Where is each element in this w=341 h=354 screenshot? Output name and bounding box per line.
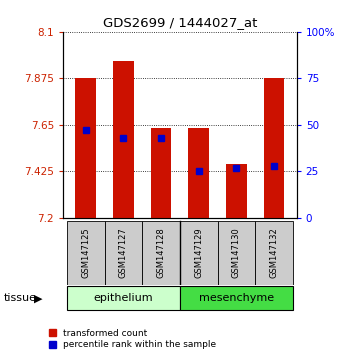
Bar bbox=[180, 221, 218, 285]
Legend: transformed count, percentile rank within the sample: transformed count, percentile rank withi… bbox=[49, 329, 217, 349]
Text: epithelium: epithelium bbox=[93, 293, 153, 303]
Text: GSM147132: GSM147132 bbox=[270, 228, 279, 278]
Bar bbox=[151, 128, 172, 218]
Text: GSM147125: GSM147125 bbox=[81, 228, 90, 278]
Bar bbox=[180, 286, 293, 310]
Bar bbox=[75, 78, 96, 218]
Bar bbox=[226, 164, 247, 218]
Bar bbox=[113, 61, 134, 218]
Text: GSM147128: GSM147128 bbox=[157, 228, 165, 278]
Bar bbox=[67, 221, 105, 285]
Bar bbox=[67, 286, 180, 310]
Bar bbox=[105, 221, 142, 285]
Text: GSM147127: GSM147127 bbox=[119, 228, 128, 278]
Title: GDS2699 / 1444027_at: GDS2699 / 1444027_at bbox=[103, 16, 257, 29]
Text: ▶: ▶ bbox=[34, 293, 43, 303]
Bar bbox=[188, 128, 209, 218]
Text: GSM147129: GSM147129 bbox=[194, 228, 203, 278]
Text: tissue: tissue bbox=[3, 293, 36, 303]
Bar bbox=[255, 221, 293, 285]
Text: mesenchyme: mesenchyme bbox=[199, 293, 274, 303]
Bar bbox=[142, 221, 180, 285]
Bar bbox=[264, 78, 284, 218]
Bar bbox=[218, 221, 255, 285]
Text: GSM147130: GSM147130 bbox=[232, 228, 241, 278]
